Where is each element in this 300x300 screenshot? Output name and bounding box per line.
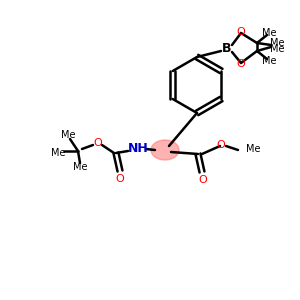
- Text: Me: Me: [270, 38, 284, 48]
- Text: Me: Me: [73, 162, 87, 172]
- Text: O: O: [199, 175, 207, 185]
- Text: Me: Me: [262, 56, 276, 66]
- Ellipse shape: [151, 140, 179, 160]
- Text: Me: Me: [51, 148, 65, 158]
- Text: Me: Me: [270, 44, 284, 54]
- Text: NH: NH: [128, 142, 148, 154]
- Text: O: O: [237, 59, 245, 69]
- Text: Me: Me: [61, 130, 75, 140]
- Text: B: B: [222, 43, 232, 56]
- Text: O: O: [94, 138, 102, 148]
- Text: Me: Me: [246, 144, 260, 154]
- Text: O: O: [217, 140, 225, 150]
- Text: Me: Me: [262, 28, 276, 38]
- Text: O: O: [237, 27, 245, 37]
- Text: O: O: [116, 174, 124, 184]
